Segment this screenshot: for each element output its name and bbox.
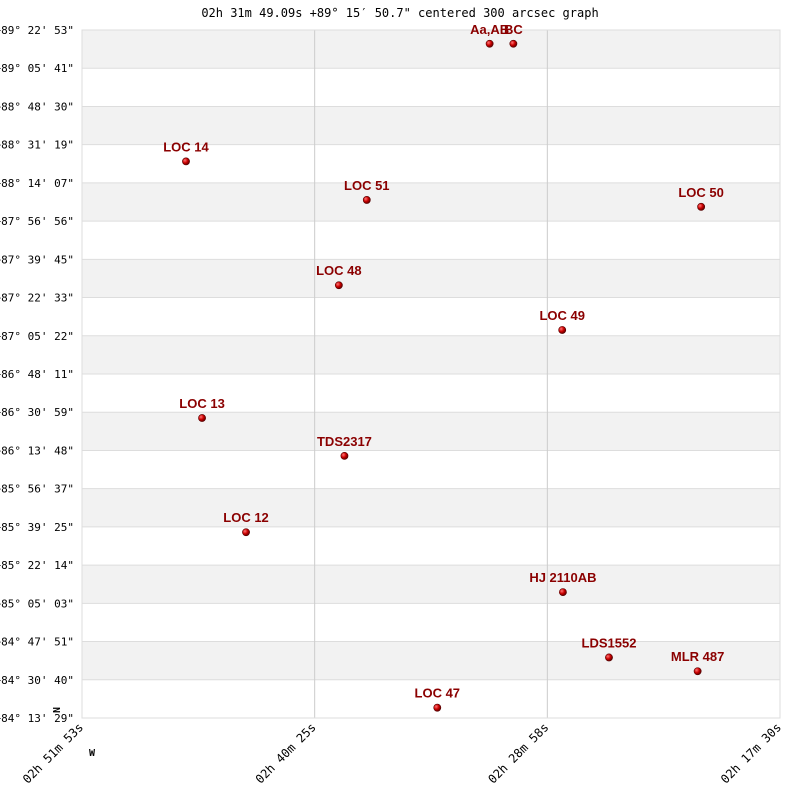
star-marker [362, 196, 371, 204]
star-label: LOC 47 [415, 686, 461, 701]
y-tick-label: +87° 39' 45" [0, 253, 74, 266]
star-label: LOC 13 [179, 396, 225, 411]
star-marker [334, 281, 343, 290]
grid-band [82, 488, 780, 527]
chart-title: 02h 31m 49.09s +89° 15′ 50.7" centered 3… [201, 6, 598, 20]
north-label: N [52, 707, 63, 713]
grid-band [82, 182, 780, 222]
y-tick-label: +89° 05' 41" [0, 62, 74, 75]
y-tick-label: +89° 22' 53" [0, 24, 74, 37]
star-marker [340, 451, 349, 460]
star-marker [693, 667, 702, 676]
star-marker [485, 39, 494, 48]
y-tick-label: +85° 39' 25" [0, 521, 74, 534]
y-tick-label: +87° 56' 56" [0, 215, 74, 228]
y-tick-label: +84° 13' 29" [0, 712, 74, 725]
y-tick-label: +85° 22' 14" [0, 559, 74, 572]
star-marker [605, 653, 613, 662]
grid-band [82, 412, 780, 451]
star-label: Aa,AB [470, 22, 509, 37]
x-tick-label: 02h 40m 25s [253, 720, 319, 786]
star-label: LOC 51 [344, 178, 390, 193]
star-marker [182, 157, 190, 166]
y-tick-label: +87° 05' 22" [0, 330, 74, 343]
star-marker [559, 588, 567, 596]
west-label: W [89, 748, 96, 759]
star-marker [198, 414, 206, 422]
star-marker [509, 39, 518, 48]
star-label: LDS1552 [582, 635, 637, 650]
y-tick-label: +86° 13' 48" [0, 444, 74, 457]
x-tick-label: 02h 51m 53s [20, 720, 86, 786]
grid-band [82, 565, 780, 604]
star-marker [433, 703, 442, 712]
star-label: BC [504, 22, 523, 37]
y-tick-label: +84° 47' 51" [0, 636, 74, 649]
star-marker [558, 326, 567, 334]
y-tick-label: +84° 30' 40" [0, 674, 74, 687]
y-tick-label: +85° 56' 37" [0, 483, 74, 496]
star-marker [242, 528, 250, 537]
x-tick-label: 02h 28m 58s [485, 720, 551, 786]
x-tick-label: 02h 17m 30s [718, 720, 784, 786]
y-tick-label: +88° 14' 07" [0, 177, 74, 190]
star-label: LOC 14 [163, 139, 209, 154]
grid-band [82, 335, 780, 374]
grid-band [82, 106, 780, 145]
y-tick-label: +86° 48' 11" [0, 368, 74, 381]
y-tick-label: +88° 31' 19" [0, 139, 74, 152]
y-tick-label: +85° 05' 03" [0, 597, 74, 610]
star-label: LOC 12 [223, 510, 269, 525]
grid-band [82, 259, 780, 298]
y-tick-label: +88° 48' 30" [0, 100, 74, 113]
y-tick-label: +87° 22' 33" [0, 292, 74, 305]
star-label: HJ 2110AB [529, 570, 596, 585]
star-label: LOC 48 [316, 263, 362, 278]
star-label: MLR 487 [671, 649, 724, 664]
grid-band [82, 641, 780, 680]
star-label: LOC 50 [678, 185, 724, 200]
star-label: LOC 49 [539, 308, 585, 323]
y-tick-label: +86° 30' 59" [0, 406, 74, 419]
star-label: TDS2317 [317, 434, 372, 449]
star-marker [697, 202, 706, 211]
plot-frame [81, 29, 781, 719]
grid-band [82, 30, 780, 69]
